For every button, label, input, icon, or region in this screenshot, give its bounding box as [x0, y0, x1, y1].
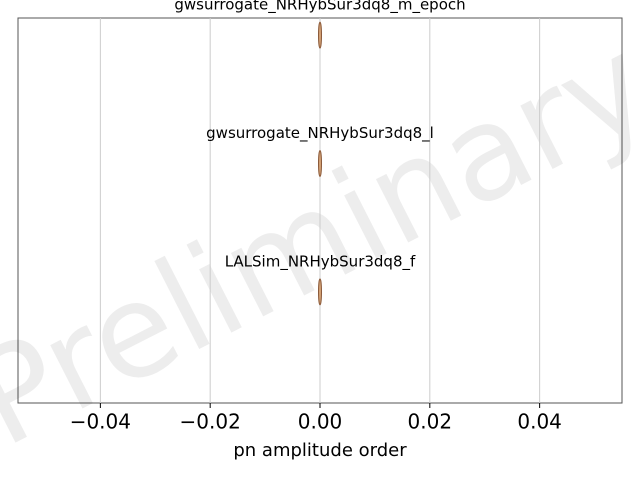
- violin: [318, 21, 322, 49]
- category-label: gwsurrogate_NRHybSur3dq8_l: [206, 124, 434, 143]
- category-label: LALSim_NRHybSur3dq8_f: [225, 252, 416, 271]
- category-label: gwsurrogate_NRHybSur3dq8_m_epoch: [174, 0, 465, 15]
- violin: [318, 150, 322, 177]
- x-tick-label: −0.04: [70, 410, 131, 434]
- x-tick-label: 0.04: [517, 410, 562, 434]
- x-axis-label: pn amplitude order: [233, 440, 407, 461]
- x-tick-label: −0.02: [180, 410, 241, 434]
- x-tick-label: 0.00: [298, 410, 343, 434]
- violin: [318, 278, 322, 306]
- x-tick-label: 0.02: [408, 410, 453, 434]
